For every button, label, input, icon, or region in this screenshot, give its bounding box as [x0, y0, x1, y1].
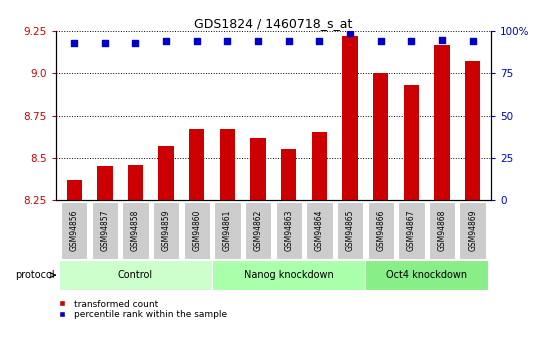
FancyBboxPatch shape: [92, 202, 118, 259]
Text: GSM94858: GSM94858: [131, 210, 140, 251]
FancyBboxPatch shape: [365, 260, 488, 290]
FancyBboxPatch shape: [184, 202, 210, 259]
Title: GDS1824 / 1460718_s_at: GDS1824 / 1460718_s_at: [194, 17, 353, 30]
Bar: [66, 180, 82, 200]
Point: [376, 38, 385, 44]
Bar: [128, 165, 143, 200]
FancyBboxPatch shape: [59, 260, 212, 290]
Point: [70, 40, 79, 46]
Bar: [97, 166, 113, 200]
Point: [193, 38, 201, 44]
Text: Nanog knockdown: Nanog knockdown: [244, 270, 334, 280]
Point: [131, 40, 140, 46]
Bar: [403, 85, 419, 200]
Text: GSM94869: GSM94869: [468, 209, 477, 251]
Point: [437, 37, 446, 42]
Bar: [343, 36, 358, 200]
Bar: [220, 129, 235, 200]
Text: GSM94863: GSM94863: [284, 209, 294, 251]
Bar: [373, 73, 388, 200]
Text: GSM94866: GSM94866: [376, 209, 385, 251]
Point: [468, 38, 477, 44]
FancyBboxPatch shape: [459, 202, 486, 259]
Text: Control: Control: [118, 270, 153, 280]
Point: [162, 38, 171, 44]
Text: GSM94862: GSM94862: [253, 210, 263, 251]
Point: [100, 40, 109, 46]
Bar: [465, 61, 480, 200]
Text: GSM94864: GSM94864: [315, 209, 324, 251]
Text: GSM94865: GSM94865: [345, 209, 354, 251]
Bar: [312, 132, 327, 200]
Bar: [434, 45, 450, 200]
FancyBboxPatch shape: [429, 202, 455, 259]
Point: [345, 30, 354, 36]
FancyBboxPatch shape: [398, 202, 425, 259]
Bar: [281, 149, 296, 200]
Text: GSM94868: GSM94868: [437, 210, 446, 251]
FancyBboxPatch shape: [153, 202, 179, 259]
FancyBboxPatch shape: [276, 202, 302, 259]
Point: [315, 38, 324, 44]
Point: [284, 38, 293, 44]
Bar: [158, 146, 174, 200]
FancyBboxPatch shape: [337, 202, 363, 259]
Text: GSM94860: GSM94860: [193, 209, 201, 251]
Bar: [251, 138, 266, 200]
Point: [407, 38, 416, 44]
FancyBboxPatch shape: [306, 202, 333, 259]
Text: GSM94857: GSM94857: [100, 209, 109, 251]
Text: Oct4 knockdown: Oct4 knockdown: [386, 270, 467, 280]
Bar: [189, 129, 204, 200]
Text: GSM94856: GSM94856: [70, 209, 79, 251]
Point: [223, 38, 232, 44]
FancyBboxPatch shape: [61, 202, 88, 259]
FancyBboxPatch shape: [122, 202, 148, 259]
Text: GSM94859: GSM94859: [162, 209, 171, 251]
FancyBboxPatch shape: [368, 202, 394, 259]
FancyBboxPatch shape: [214, 202, 240, 259]
Legend: transformed count, percentile rank within the sample: transformed count, percentile rank withi…: [49, 296, 230, 323]
FancyBboxPatch shape: [212, 260, 365, 290]
Text: protocol: protocol: [16, 270, 55, 280]
Text: GSM94867: GSM94867: [407, 209, 416, 251]
FancyBboxPatch shape: [245, 202, 271, 259]
Point: [254, 38, 263, 44]
Text: GSM94861: GSM94861: [223, 210, 232, 251]
